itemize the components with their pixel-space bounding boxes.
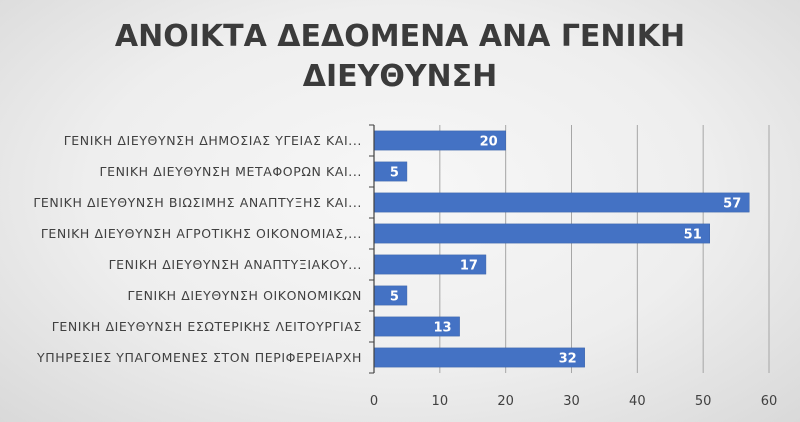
bar — [373, 192, 750, 213]
category-labels: ΓΕΝΙΚΗ ΔΙΕΥΘΥΝΣΗ ΔΗΜΟΣΙΑΣ ΥΓΕΙΑΣ ΚΑΙ... Γ… — [33, 133, 362, 365]
x-tick-label: 50 — [695, 394, 712, 409]
x-tick-label: 0 — [370, 394, 378, 409]
chart-title-line-2: ΔΙΕΥΘΥΝΣΗ — [303, 59, 498, 94]
chart-title-line-1: ΑΝΟΙΚΤΑ ΔΕΔΟΜΕΝΑ ΑΝΑ ΓΕΝΙΚΗ — [115, 19, 685, 54]
category-label: ΓΕΝΙΚΗ ΔΙΕΥΘΥΝΣΗ ΑΓΡΟΤΙΚΗΣ ΟΙΚΟΝΟΜΙΑΣ,..… — [41, 226, 362, 241]
bar — [373, 223, 710, 244]
category-label: ΓΕΝΙΚΗ ΔΙΕΥΘΥΝΣΗ ΜΕΤΑΦΟΡΩΝ ΚΑΙ... — [100, 164, 362, 179]
x-tick-label: 20 — [497, 394, 514, 409]
data-label: 57 — [723, 197, 741, 212]
category-label: ΥΠΗΡΕΣΙΕΣ ΥΠΑΓΟΜΕΝΕΣ ΣΤΟΝ ΠΕΡΙΦΕΡΕΙΑΡΧΗ — [36, 350, 362, 365]
bars — [373, 130, 750, 368]
category-label: ΓΕΝΙΚΗ ΔΙΕΥΘΥΝΣΗ ΒΙΩΣΙΜΗΣ ΑΝΑΠΤΥΞΗΣ ΚΑΙ.… — [33, 195, 362, 210]
category-label: ΓΕΝΙΚΗ ΔΙΕΥΘΥΝΣΗ ΑΝΑΠΤΥΞΙΑΚΟΥ... — [109, 257, 362, 272]
x-tick-label: 10 — [432, 394, 449, 409]
category-label: ΓΕΝΙΚΗ ΔΙΕΥΘΥΝΣΗ ΕΣΩΤΕΡΙΚΗΣ ΛΕΙΤΟΥΡΓΙΑΣ — [52, 319, 362, 334]
data-label: 5 — [390, 166, 399, 181]
data-label: 13 — [433, 321, 451, 336]
x-tick-label: 40 — [629, 394, 646, 409]
category-label: ΓΕΝΙΚΗ ΔΙΕΥΘΥΝΣΗ ΔΗΜΟΣΙΑΣ ΥΓΕΙΑΣ ΚΑΙ... — [64, 133, 362, 148]
data-labels: 20 5 57 51 17 5 13 32 — [390, 135, 741, 367]
data-label: 32 — [559, 352, 577, 367]
data-label: 5 — [390, 290, 399, 305]
data-label: 20 — [480, 135, 498, 150]
bar — [373, 347, 585, 368]
category-label: ΓΕΝΙΚΗ ΔΙΕΥΘΥΝΣΗ ΟΙΚΟΝΟΜΙΚΩΝ — [128, 288, 362, 303]
x-tick-labels: 0 10 20 30 40 50 60 — [370, 394, 777, 409]
x-tick-label: 60 — [761, 394, 778, 409]
data-label: 17 — [460, 259, 478, 274]
gridlines — [439, 125, 770, 373]
data-label: 51 — [684, 228, 702, 243]
x-tick-label: 30 — [563, 394, 580, 409]
y-axis — [369, 124, 375, 374]
